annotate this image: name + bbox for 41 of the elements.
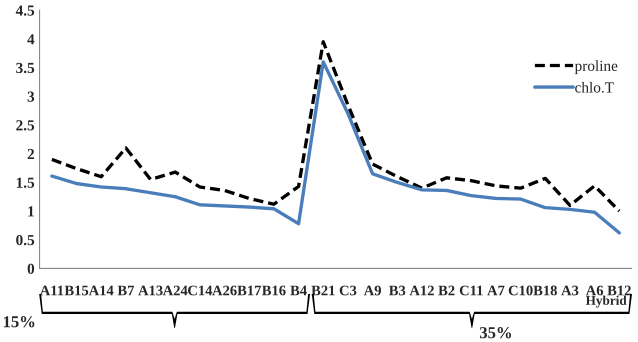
x-tick-label: A3 <box>561 286 578 296</box>
x-tick-label: A13 <box>138 286 163 296</box>
x-tick-label: A24 <box>162 286 188 296</box>
x-tick-label: C11 <box>460 286 483 296</box>
x-tick-label: B21 <box>311 286 335 296</box>
y-tick-label: 1 <box>28 206 34 216</box>
y-tick-label: 4 <box>27 34 34 44</box>
x-tick-label: B12 <box>607 286 631 296</box>
y-tick-label: 0.5 <box>16 234 34 246</box>
x-tick-label: A7 <box>487 286 504 296</box>
x-tick-label: B15 <box>64 286 88 296</box>
legend-label: proline <box>574 60 618 74</box>
x-tick-label: B2 <box>438 286 454 296</box>
x-tick-label: C10 <box>508 286 533 296</box>
text: 35% <box>480 327 512 338</box>
x-tick-label: C3 <box>340 286 356 296</box>
x-tick-label: A26 <box>212 286 237 296</box>
legend-label: chlo.T <box>575 82 614 93</box>
x-tick-label: A11 <box>40 286 64 296</box>
x-tick-label: B4 <box>290 286 307 296</box>
x-tick-label: A14 <box>88 286 114 296</box>
y-tick-label: 2.5 <box>16 120 34 131</box>
x-tick-label: B17 <box>237 286 262 296</box>
y-tick-label: 4.5 <box>16 6 34 16</box>
y-tick-label: 3.5 <box>16 62 34 74</box>
x-tick-label: B18 <box>533 286 557 296</box>
y-tick-label: 0 <box>28 264 34 274</box>
y-tick-label: 2 <box>28 148 34 160</box>
x-tick-label: B3 <box>388 286 406 296</box>
x-tick-label: B7 <box>118 286 134 296</box>
x-tick-label: B16 <box>262 286 286 296</box>
y-tick-label: 3 <box>28 92 34 102</box>
line-series <box>50 40 621 213</box>
line-series <box>50 60 621 235</box>
text: 15% <box>4 316 34 328</box>
x-tick-label: A9 <box>364 286 381 296</box>
x-tick-label: C14 <box>188 286 212 296</box>
x-tick-label: A12 <box>410 286 434 296</box>
y-tick-label: 1.5 <box>16 178 34 188</box>
text: Hybrid <box>586 296 627 308</box>
x-tick-label: A6 <box>586 286 604 296</box>
